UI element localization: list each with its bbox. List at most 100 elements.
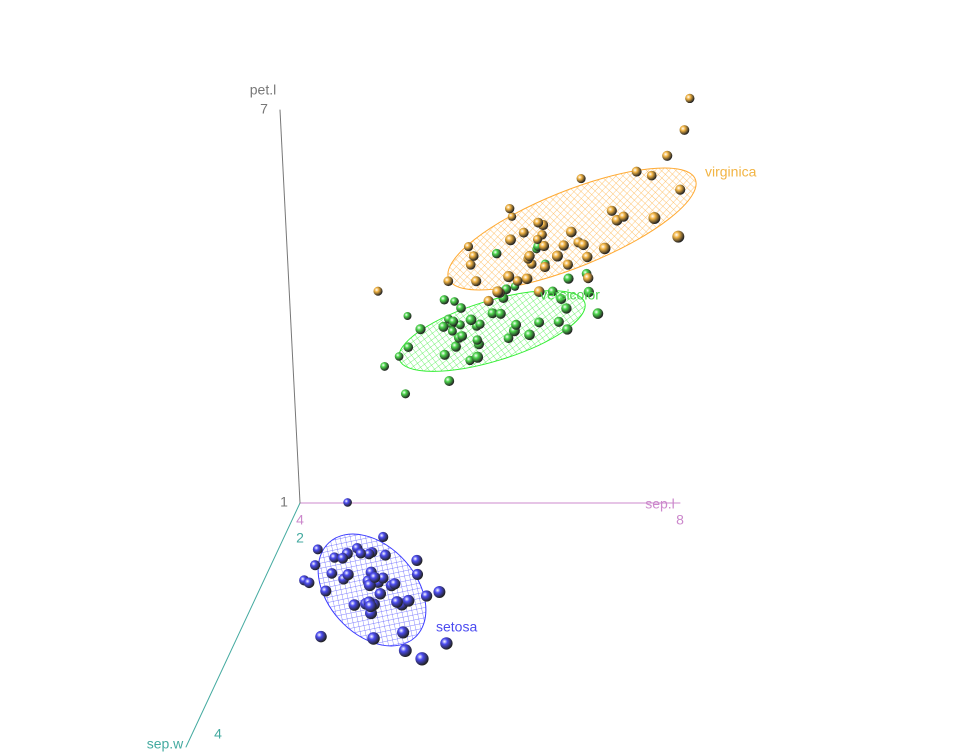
point bbox=[420, 590, 433, 602]
points bbox=[299, 93, 695, 666]
point bbox=[363, 548, 375, 560]
point bbox=[403, 312, 412, 320]
point bbox=[465, 259, 476, 270]
point bbox=[463, 242, 474, 252]
x-tick-label: 8 bbox=[676, 512, 684, 528]
point bbox=[450, 341, 461, 352]
point bbox=[355, 548, 366, 559]
point bbox=[373, 286, 383, 296]
y-axis-label: sep.w bbox=[147, 736, 184, 752]
point bbox=[377, 572, 389, 584]
z-tick bbox=[299, 502, 301, 504]
point bbox=[578, 239, 589, 251]
point bbox=[491, 248, 502, 259]
point bbox=[538, 240, 550, 252]
point bbox=[472, 335, 483, 345]
point bbox=[450, 297, 459, 306]
point bbox=[415, 652, 429, 666]
point bbox=[533, 217, 544, 228]
point bbox=[507, 212, 517, 221]
y-tick-label: 2 bbox=[296, 530, 304, 546]
point bbox=[369, 571, 381, 583]
point bbox=[457, 331, 468, 341]
point bbox=[397, 626, 410, 639]
point bbox=[411, 554, 423, 566]
point bbox=[518, 227, 529, 238]
point bbox=[439, 349, 450, 360]
point bbox=[367, 632, 380, 645]
point bbox=[618, 211, 629, 222]
point bbox=[551, 250, 563, 262]
point bbox=[439, 295, 449, 305]
point bbox=[583, 286, 595, 298]
point bbox=[378, 531, 389, 543]
point bbox=[471, 351, 484, 363]
point bbox=[495, 308, 506, 319]
point bbox=[411, 568, 424, 580]
z-axis bbox=[279, 109, 301, 504]
point bbox=[672, 230, 685, 243]
point bbox=[400, 389, 411, 399]
point bbox=[440, 637, 453, 650]
point bbox=[561, 303, 572, 314]
point bbox=[312, 544, 323, 555]
point bbox=[342, 569, 354, 581]
point bbox=[394, 352, 404, 361]
point bbox=[415, 324, 426, 335]
point bbox=[380, 361, 390, 371]
point bbox=[565, 226, 577, 238]
point bbox=[403, 342, 414, 352]
point bbox=[310, 560, 321, 571]
point bbox=[348, 599, 361, 611]
y-tick bbox=[185, 746, 187, 748]
point bbox=[329, 552, 340, 563]
point bbox=[534, 317, 545, 328]
point bbox=[456, 303, 466, 313]
point bbox=[320, 585, 332, 597]
point bbox=[532, 234, 543, 244]
point bbox=[391, 596, 403, 608]
point bbox=[443, 276, 454, 287]
x-tick-label: 4 bbox=[296, 512, 304, 528]
point bbox=[402, 594, 415, 607]
point bbox=[592, 308, 604, 319]
point bbox=[315, 630, 327, 643]
point bbox=[563, 273, 574, 284]
point bbox=[483, 295, 494, 307]
point bbox=[631, 166, 642, 177]
point bbox=[326, 568, 338, 579]
point bbox=[448, 316, 459, 327]
point bbox=[465, 314, 477, 326]
point bbox=[646, 170, 657, 181]
point bbox=[648, 212, 661, 224]
z-axis-label: pet.l bbox=[250, 82, 276, 98]
point bbox=[582, 272, 594, 284]
series-label: versicolor bbox=[540, 287, 600, 303]
point bbox=[685, 93, 695, 104]
point bbox=[556, 294, 567, 304]
point bbox=[487, 308, 498, 319]
point bbox=[379, 549, 391, 561]
point bbox=[533, 286, 545, 297]
x-tick bbox=[679, 502, 681, 504]
point bbox=[468, 251, 479, 261]
point bbox=[337, 552, 349, 564]
point bbox=[524, 329, 535, 341]
point bbox=[438, 321, 449, 332]
point bbox=[547, 286, 558, 297]
point bbox=[562, 324, 573, 335]
point bbox=[521, 273, 533, 285]
point bbox=[433, 586, 446, 598]
point bbox=[553, 316, 564, 327]
point bbox=[512, 276, 523, 286]
point bbox=[343, 498, 352, 507]
point bbox=[598, 242, 611, 255]
point bbox=[675, 184, 686, 195]
point bbox=[505, 203, 515, 214]
point bbox=[606, 205, 617, 216]
point bbox=[303, 577, 315, 589]
y-tick-label: 4 bbox=[214, 726, 222, 742]
point bbox=[374, 588, 386, 600]
point bbox=[447, 326, 457, 336]
